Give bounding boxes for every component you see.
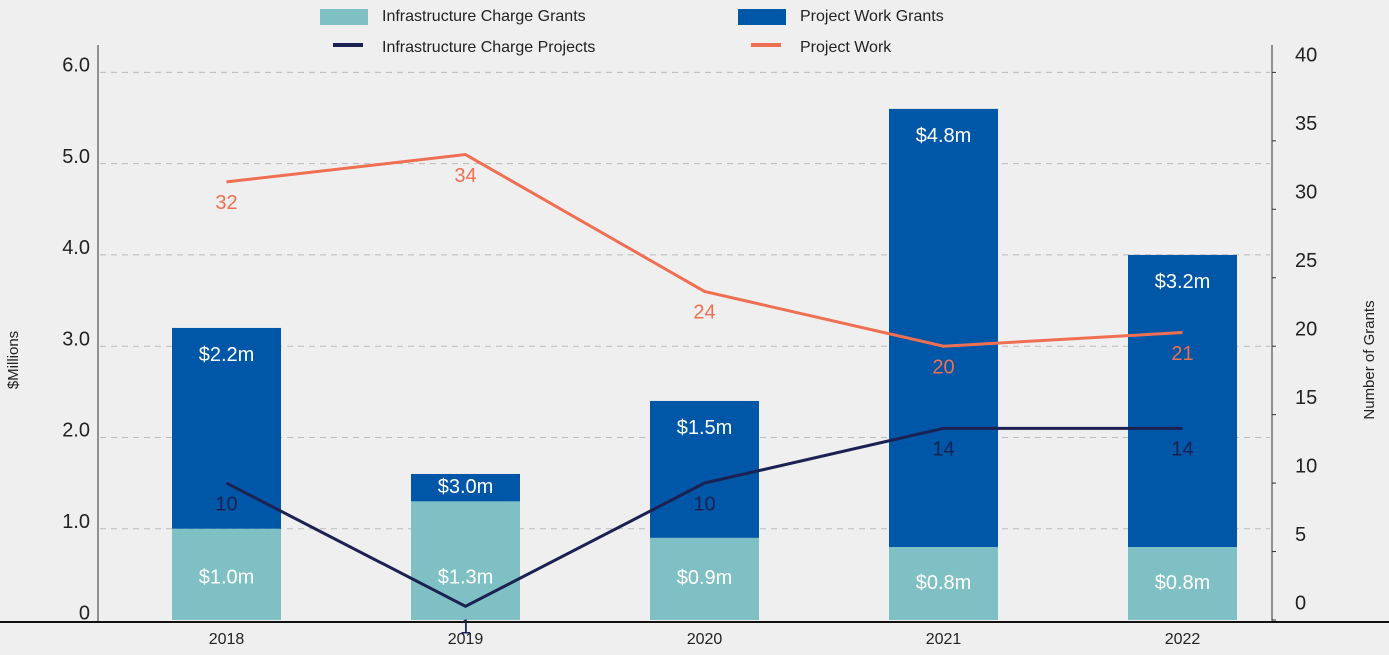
y2-tick-label: 10 xyxy=(1295,455,1317,477)
y2-axis-label: Number of Grants xyxy=(1361,300,1378,419)
x-tick-label: 2021 xyxy=(926,631,962,648)
y-tick-label: 3.0 xyxy=(62,328,90,350)
value-label: 14 xyxy=(932,439,954,461)
legend-label: Infrastructure Charge Grants xyxy=(382,8,586,25)
legend-label: Infrastructure Charge Projects xyxy=(382,39,595,56)
value-label: 10 xyxy=(693,493,715,515)
y-tick-label: 5.0 xyxy=(62,146,90,168)
y-tick-label: 0 xyxy=(79,602,90,624)
value-label: $1.3m xyxy=(438,566,494,588)
value-label: 14 xyxy=(1171,439,1193,461)
bar xyxy=(172,528,281,620)
bar xyxy=(650,400,759,538)
y-tick-label: 4.0 xyxy=(62,237,90,259)
x-tick-label: 2018 xyxy=(209,631,245,648)
bar xyxy=(1128,546,1237,620)
bar xyxy=(650,537,759,620)
value-label: $1.0m xyxy=(199,566,255,588)
value-label: 1 xyxy=(460,617,471,639)
value-label: $0.8m xyxy=(916,572,972,594)
value-label: $2.2m xyxy=(199,344,255,366)
y2-tick-label: 25 xyxy=(1295,250,1317,272)
value-label: $3.0m xyxy=(438,476,494,498)
y2-tick-label: 20 xyxy=(1295,318,1317,340)
y2-tick-label: 15 xyxy=(1295,387,1317,409)
bar xyxy=(889,108,998,547)
line xyxy=(225,426,1183,608)
x-tick-label: 2019 xyxy=(448,631,484,648)
value-label: $0.8m xyxy=(1155,572,1211,594)
y-axis-label: $Millions xyxy=(5,331,22,389)
y2-tick-label: 35 xyxy=(1295,113,1317,135)
bar xyxy=(172,327,281,529)
value-label: 32 xyxy=(215,192,237,214)
y2-tick-label: 5 xyxy=(1295,524,1306,546)
y-tick-label: 2.0 xyxy=(62,420,90,442)
y2-tick-label: 30 xyxy=(1295,182,1317,204)
line xyxy=(226,152,1183,348)
y2-tick-label: 0 xyxy=(1295,592,1306,614)
x-tick-label: 2020 xyxy=(687,631,723,648)
value-label: 24 xyxy=(693,302,715,324)
legend-label: Project Work xyxy=(800,39,892,56)
x-tick-label: 2022 xyxy=(1165,631,1201,648)
y-tick-label: 1.0 xyxy=(62,511,90,533)
y2-tick-label: 40 xyxy=(1295,45,1317,67)
value-label: 10 xyxy=(215,493,237,515)
value-label: 34 xyxy=(454,165,476,187)
legend-swatch xyxy=(738,9,786,25)
bar xyxy=(1128,254,1237,547)
y-tick-label: 6.0 xyxy=(62,55,90,77)
value-label: $4.8m xyxy=(916,125,972,147)
legend-label: Project Work Grants xyxy=(800,8,944,25)
value-label: $0.9m xyxy=(677,567,733,589)
bar xyxy=(411,501,520,620)
legend-swatch xyxy=(320,9,368,25)
value-label: $1.5m xyxy=(677,417,733,439)
value-label: 21 xyxy=(1171,343,1193,365)
value-label: 20 xyxy=(932,356,954,378)
value-label: $3.2m xyxy=(1155,271,1211,293)
bar xyxy=(889,546,998,620)
bar xyxy=(411,473,520,502)
